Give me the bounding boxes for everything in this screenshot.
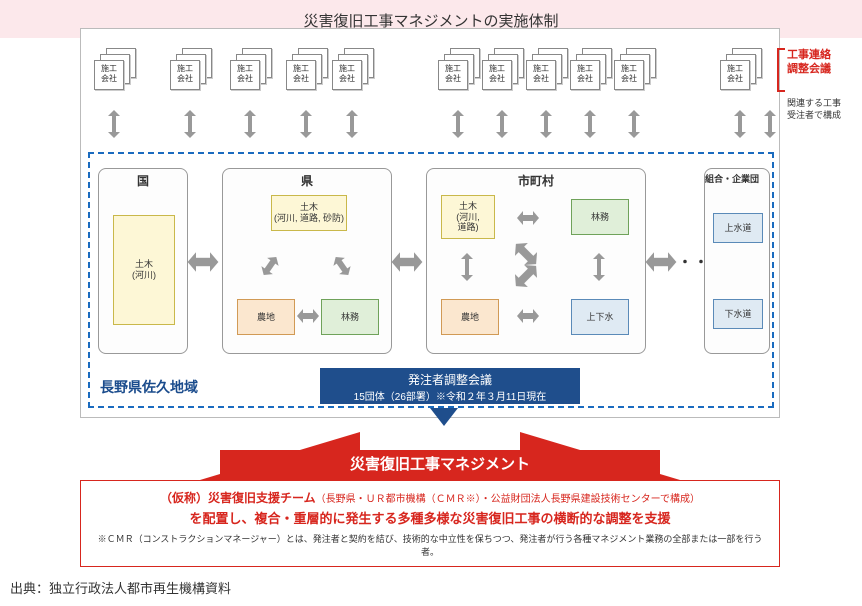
- pref-rinmu: 林務: [321, 299, 379, 335]
- company-stack: 施工会社: [170, 48, 214, 90]
- arrow-ud: [593, 253, 605, 281]
- arrow-lr: [258, 253, 282, 279]
- arrow-updown: [300, 110, 312, 138]
- arrow-lr: [517, 309, 539, 323]
- muni-doboku: 土木(河川,道路): [441, 195, 495, 239]
- union-gesui: 下水道: [713, 299, 763, 329]
- pref-doboku: 土木(河川, 道路, 砂防): [271, 195, 347, 231]
- arrow-updown: [628, 110, 640, 138]
- arrow-updown: [734, 110, 746, 138]
- red-text-box: （仮称）災害復旧支援チーム（長野県・ＵＲ都市機構（ＣＭＲ※）・公益財団法人長野県…: [80, 480, 780, 567]
- company-stack: 施工会社: [614, 48, 658, 90]
- arrow-lr: [509, 259, 542, 292]
- arrow-down-big: [430, 408, 458, 426]
- company-stack: 施工会社: [570, 48, 614, 90]
- arrow-lr: [392, 252, 423, 272]
- union-josui: 上水道: [713, 213, 763, 243]
- arrow-lr: [517, 211, 539, 225]
- company-stack: 施工会社: [720, 48, 764, 90]
- region-label: 長野県佐久地域: [100, 377, 198, 397]
- group-national: 国 土木(河川): [98, 168, 188, 354]
- group-union: 組合・企業団 上水道 下水道: [704, 168, 770, 354]
- company-stack: 施工会社: [286, 48, 330, 90]
- company-stack: 施工会社: [526, 48, 570, 90]
- arrow-updown: [346, 110, 358, 138]
- arrow-lr: [297, 309, 319, 323]
- side-note: 関連する工事受注者で構成: [787, 98, 857, 121]
- red-line2: を配置し、複合・重層的に発生する多種多様な災害復旧工事の横断的な調整を支援: [91, 508, 769, 527]
- company-stack: 施工会社: [438, 48, 482, 90]
- arrow-updown: [764, 110, 776, 138]
- national-box-doboku: 土木(河川): [113, 215, 175, 325]
- company-stack: 施工会社: [482, 48, 526, 90]
- red-band: 災害復旧工事マネジメント: [220, 450, 660, 480]
- group-prefecture: 県 土木(河川, 道路, 砂防) 農地 林務: [222, 168, 392, 354]
- group-pref-label: 県: [223, 172, 391, 189]
- side-bracket: 工事連絡調整会議: [787, 48, 857, 77]
- arrow-lr: [646, 252, 677, 272]
- group-muni-label: 市町村: [427, 172, 645, 189]
- company-stack: 施工会社: [332, 48, 376, 90]
- council-title: 発注者調整会議: [320, 371, 580, 388]
- arrow-lr: [188, 252, 219, 272]
- company-stack: 施工会社: [94, 48, 138, 90]
- pref-nouchi: 農地: [237, 299, 295, 335]
- group-union-label: 組合・企業団: [695, 172, 769, 185]
- arrow-lr: [330, 253, 354, 279]
- arrow-updown: [540, 110, 552, 138]
- muni-nouchi: 農地: [441, 299, 499, 335]
- red-note: ※ＣＭＲ（コンストラクションマネージャー）とは、発注者と契約を結び、技術的な中立…: [91, 533, 769, 558]
- arrow-updown: [584, 110, 596, 138]
- red-line1: （仮称）災害復旧支援チーム（長野県・ＵＲ都市機構（ＣＭＲ※）・公益財団法人長野県…: [91, 489, 769, 506]
- arrow-updown: [108, 110, 120, 138]
- arrow-updown: [184, 110, 196, 138]
- arrow-updown: [496, 110, 508, 138]
- group-national-label: 国: [99, 172, 187, 189]
- bracket-label: 工事連絡調整会議: [787, 48, 857, 77]
- council-box: 発注者調整会議 15団体（26部署）※令和２年３月11日現在: [320, 368, 580, 404]
- arrow-updown: [452, 110, 464, 138]
- group-municipal: 市町村 土木(河川,道路) 林務 農地 上下水: [426, 168, 646, 354]
- muni-jogesui: 上下水: [571, 299, 629, 335]
- company-stack: 施工会社: [230, 48, 274, 90]
- source-citation: 出典：独立行政法人都市再生機構資料: [10, 578, 231, 597]
- arrow-updown: [244, 110, 256, 138]
- council-detail: 15団体（26部署）※令和２年３月11日現在: [320, 388, 580, 403]
- muni-rinmu: 林務: [571, 199, 629, 235]
- arrow-ud: [461, 253, 473, 281]
